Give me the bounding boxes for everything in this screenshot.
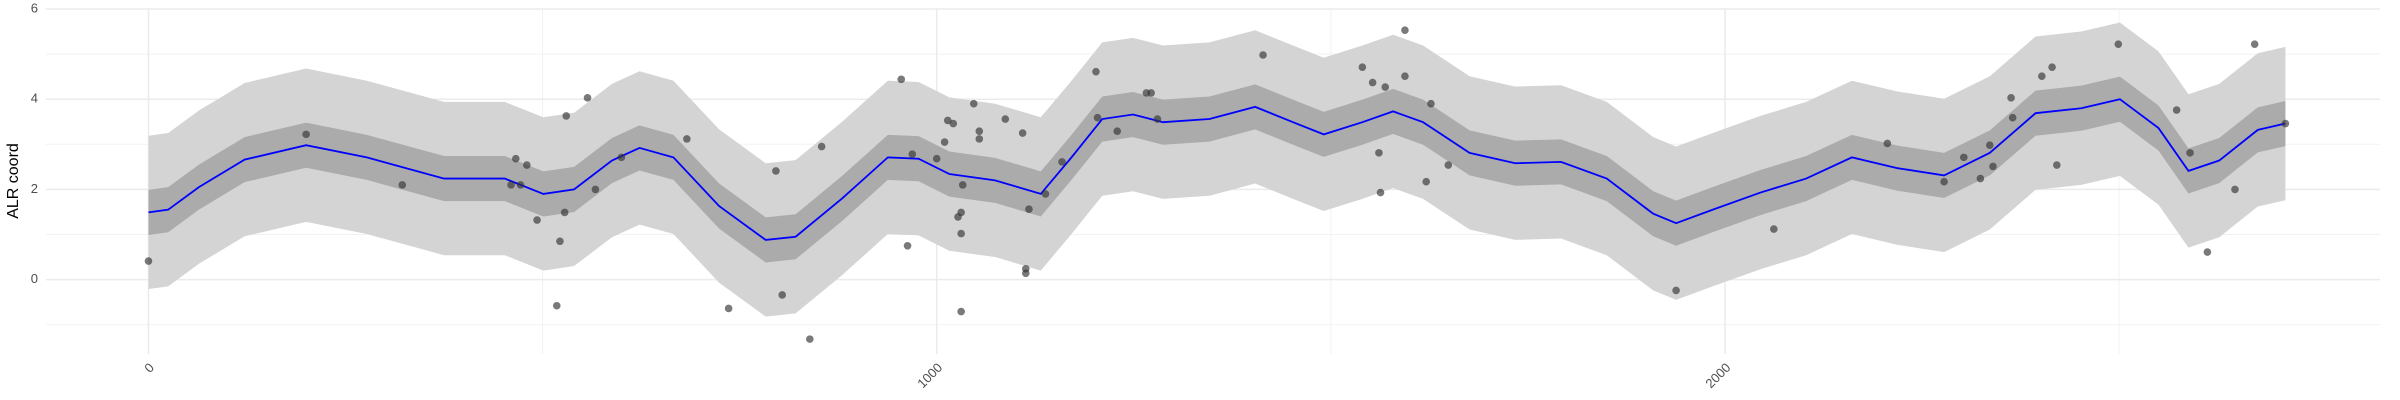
- data-point: [957, 229, 965, 238]
- data-point: [562, 112, 571, 120]
- data-point: [949, 119, 958, 128]
- data-point: [1259, 51, 1267, 59]
- data-point: [975, 127, 984, 136]
- data-point: [511, 154, 520, 163]
- data-point: [2008, 113, 2017, 122]
- data-point: [2007, 94, 2015, 102]
- mean-line: [148, 98, 2286, 241]
- data-point: [1092, 67, 1100, 76]
- data-point: [1025, 205, 1033, 214]
- data-point: [1375, 149, 1383, 157]
- data-point: [523, 161, 531, 169]
- y-tick-label: 0: [31, 271, 38, 286]
- data-point: [932, 154, 941, 163]
- data-point: [940, 138, 949, 146]
- data-point: [1989, 162, 1997, 171]
- data-point: [772, 167, 780, 175]
- data-point: [1672, 286, 1680, 295]
- data-point: [957, 307, 965, 316]
- x-tick-label: 0: [141, 360, 157, 376]
- data-point: [724, 304, 733, 313]
- data-point: [560, 208, 569, 217]
- data-point: [817, 142, 826, 151]
- data-point: [897, 75, 906, 84]
- y-tick-label: 2: [31, 181, 38, 196]
- data-point: [1427, 99, 1435, 108]
- data-point: [1018, 129, 1027, 137]
- data-point: [1422, 177, 1431, 186]
- data-point: [1986, 141, 1994, 149]
- y-tick-label: 4: [31, 91, 38, 106]
- data-point: [2048, 63, 2056, 71]
- data-point: [957, 208, 965, 217]
- data-point: [958, 181, 967, 189]
- data-point: [1770, 225, 1778, 233]
- data-point: [583, 94, 592, 102]
- y-tick-label: 6: [31, 0, 38, 15]
- data-point: [1093, 113, 1102, 122]
- data-point: [1976, 174, 1985, 183]
- y-axis-title: ALR coord: [5, 143, 22, 219]
- data-point: [975, 135, 984, 143]
- data-point: [533, 216, 541, 224]
- data-point: [617, 153, 626, 162]
- data-point: [1381, 83, 1390, 91]
- data-point: [1940, 177, 1948, 186]
- data-point: [1147, 89, 1155, 97]
- data-point: [2053, 161, 2061, 169]
- data-point: [1444, 161, 1453, 169]
- data-point: [1960, 153, 1968, 162]
- data-point: [1358, 63, 1367, 71]
- x-tick-label: 2000: [1702, 360, 1733, 391]
- data-point: [806, 335, 814, 343]
- data-point: [1368, 78, 1377, 87]
- data-point: [2281, 119, 2290, 128]
- data-point: [552, 301, 561, 310]
- confidence-band: [148, 76, 2286, 263]
- data-point: [1041, 190, 1050, 198]
- data-point: [2186, 149, 2194, 157]
- data-point: [2038, 72, 2046, 80]
- data-point: [2172, 106, 2181, 114]
- data-point: [943, 116, 952, 125]
- data-point: [1401, 72, 1409, 80]
- data-point: [556, 237, 564, 246]
- data-point: [2203, 248, 2212, 256]
- data-point: [398, 181, 407, 189]
- data-point: [2231, 185, 2239, 194]
- data-point: [908, 150, 917, 159]
- confidence-band: [148, 22, 2286, 317]
- data-point: [516, 181, 525, 189]
- data-point: [2114, 40, 2123, 48]
- data-point: [1883, 139, 1892, 148]
- data-point: [1153, 115, 1162, 123]
- data-point: [507, 181, 515, 189]
- data-point: [144, 257, 153, 265]
- x-tick-label: 1000: [914, 360, 945, 391]
- data-point: [903, 241, 912, 250]
- data-point: [683, 135, 691, 143]
- data-point: [1401, 26, 1409, 34]
- data-point: [1001, 115, 1010, 123]
- data-point: [1021, 269, 1030, 278]
- data-point: [1058, 158, 1066, 166]
- data-point: [591, 185, 600, 194]
- data-point: [1376, 188, 1385, 197]
- data-point: [778, 291, 787, 299]
- data-point: [302, 130, 310, 139]
- data-point: [1113, 127, 1122, 136]
- data-point: [2250, 40, 2259, 48]
- data-point: [969, 99, 978, 108]
